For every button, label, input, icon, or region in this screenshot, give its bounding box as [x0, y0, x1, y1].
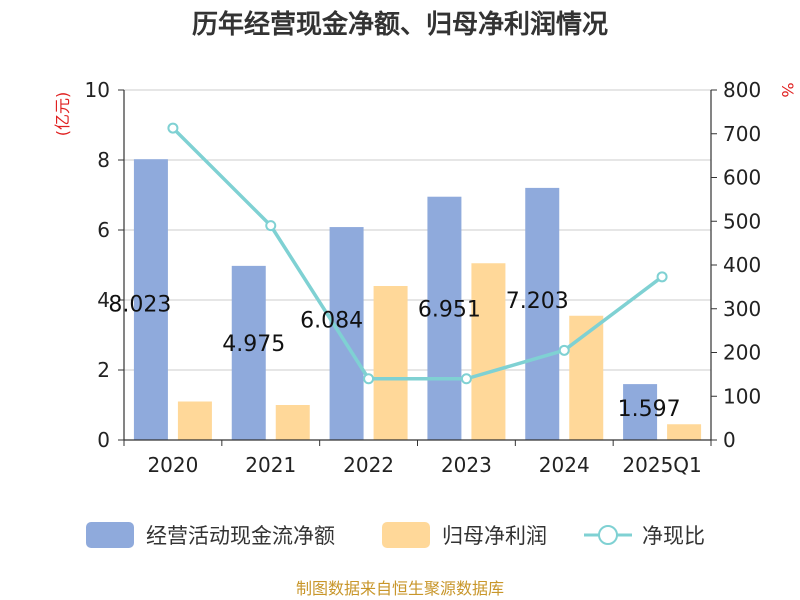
bar: [569, 315, 604, 440]
legend-label-ratio: 净现比: [642, 524, 705, 548]
bar: [427, 196, 462, 440]
legend-swatch-net-profit: [382, 522, 430, 548]
x-tick-label: 2025Q1: [622, 453, 701, 477]
bar: [275, 405, 310, 440]
bar: [133, 159, 168, 440]
y-right-tick-label: 700: [723, 122, 761, 146]
legend-label-cash-flow: 经营活动现金流净额: [146, 524, 335, 548]
legend-marker-ratio: [598, 525, 618, 545]
bar: [525, 187, 560, 440]
data-label: 8.023: [108, 293, 171, 318]
data-label: 6.951: [418, 297, 481, 322]
chart-title: 历年经营现金净额、归母净利润情况: [192, 9, 608, 40]
ratio-point: [167, 122, 179, 134]
x-tick-label: 2022: [343, 453, 394, 477]
y-left-tick-label: 2: [97, 358, 110, 382]
y-right-tick-label: 800: [723, 78, 761, 102]
y-left-tick-label: 6: [97, 218, 110, 242]
legend[interactable]: 经营活动现金流净额 归母净利润 净现比: [86, 522, 705, 548]
x-tick-label: 2024: [539, 453, 590, 477]
x-tick-label: 2023: [441, 453, 492, 477]
source-note: 制图数据来自恒生聚源数据库: [296, 579, 504, 598]
ratio-line: [167, 122, 668, 385]
ratio-point: [558, 344, 570, 356]
y-right-tick-label: 200: [723, 341, 761, 365]
ratio-point: [460, 373, 472, 385]
y-right-tick-label: 300: [723, 297, 761, 321]
y-right-tick-label: 600: [723, 166, 761, 190]
gridlines: [124, 89, 711, 441]
data-label: 6.084: [300, 309, 363, 334]
bar: [667, 424, 702, 440]
y-left-tick-label: 0: [97, 428, 110, 452]
y-right-tick-label: 0: [723, 428, 736, 452]
ratio-point: [363, 373, 375, 385]
x-tick-label: 2021: [245, 453, 296, 477]
legend-swatch-cash-flow: [86, 522, 134, 548]
legend-label-net-profit: 归母净利润: [442, 524, 547, 548]
y-right-tick-label: 100: [723, 384, 761, 408]
bar: [231, 265, 266, 440]
data-labels: 8.023 4.975 6.084 6.951 7.203 1.597: [108, 289, 680, 422]
y-right-tick-label: 500: [723, 209, 761, 233]
bar: [471, 263, 506, 440]
bars: [133, 159, 702, 440]
y-left-unit: (亿元): [53, 92, 72, 137]
ratio-point: [265, 220, 277, 232]
bar: [623, 384, 658, 440]
data-label: 7.203: [506, 289, 569, 314]
y-left-tick-label: 4: [97, 288, 110, 312]
data-label: 4.975: [222, 332, 285, 357]
bar: [329, 227, 364, 440]
y-right-unit: %: [778, 82, 797, 97]
y-right-tick-label: 400: [723, 253, 761, 277]
bar: [177, 401, 212, 440]
ratio-line-path: [171, 126, 664, 381]
x-tick-label: 2020: [147, 453, 198, 477]
y-left-tick-label: 10: [85, 78, 110, 102]
ratio-point: [656, 271, 668, 283]
bar: [373, 286, 408, 440]
data-label: 1.597: [618, 397, 681, 422]
y-left-tick-label: 8: [97, 148, 110, 172]
